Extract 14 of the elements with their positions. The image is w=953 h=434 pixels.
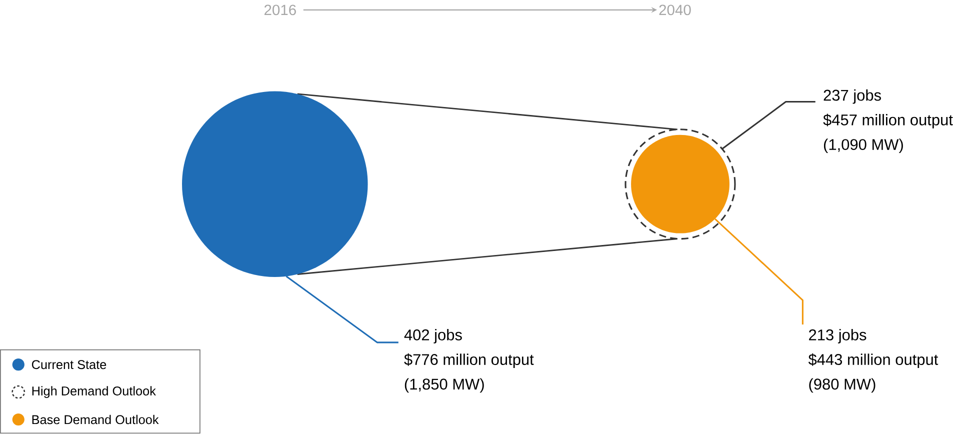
legend-label: High Demand Outlook bbox=[32, 386, 156, 398]
category-label: 2040 bbox=[659, 4, 691, 16]
text: $776 million output bbox=[404, 354, 534, 368]
legend-label: Current State bbox=[32, 360, 106, 370]
text: $443 million output bbox=[808, 354, 938, 368]
text: 237 jobs bbox=[824, 90, 881, 104]
text: $457 million output bbox=[823, 114, 953, 129]
legend-label: Base Demand Outlook bbox=[32, 415, 159, 424]
text: 402 jobs bbox=[404, 329, 462, 344]
category-label: 2016 bbox=[264, 4, 296, 16]
data-label: (1,090 MW) bbox=[824, 138, 903, 154]
data-label: (980 MW) bbox=[809, 378, 876, 393]
text: 213 jobs bbox=[809, 329, 866, 344]
data-label: (1,850 MW) bbox=[404, 378, 484, 393]
